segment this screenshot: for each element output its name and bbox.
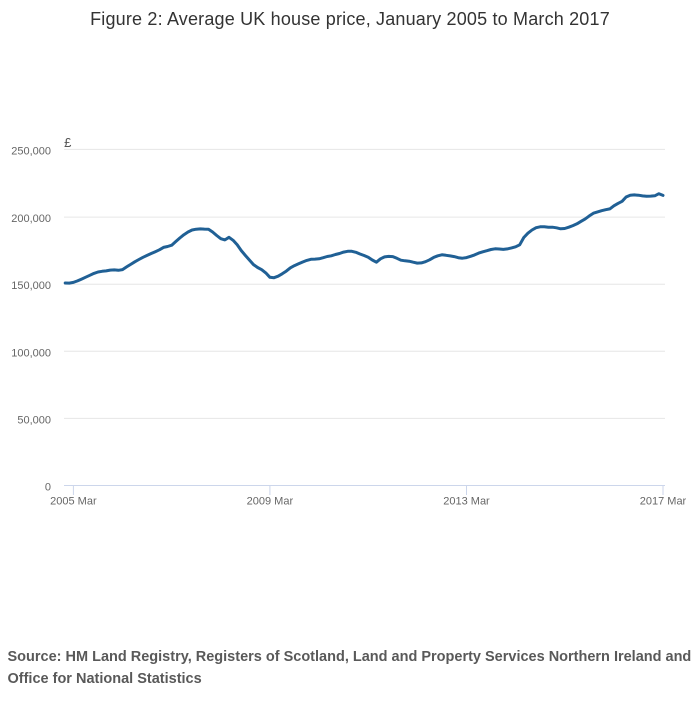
svg-text:50,000: 50,000 xyxy=(17,414,51,426)
svg-text:Office for National Statistics: Office for National Statistics xyxy=(8,671,202,687)
svg-text:150,000: 150,000 xyxy=(11,280,51,292)
svg-text:2005 Mar: 2005 Mar xyxy=(50,496,97,508)
svg-text:Figure 2: Average UK house pri: Figure 2: Average UK house price, Januar… xyxy=(90,9,610,29)
svg-text:250,000: 250,000 xyxy=(11,145,51,157)
svg-text:2009 Mar: 2009 Mar xyxy=(247,496,294,508)
svg-text:100,000: 100,000 xyxy=(11,347,51,359)
svg-text:2013 Mar: 2013 Mar xyxy=(443,496,490,508)
svg-text:200,000: 200,000 xyxy=(11,213,51,225)
svg-text:Source: HM Land Registry, Regi: Source: HM Land Registry, Registers of S… xyxy=(8,649,692,665)
svg-text:£: £ xyxy=(64,135,72,150)
svg-text:2017 Mar: 2017 Mar xyxy=(640,496,687,508)
svg-text:0: 0 xyxy=(45,482,51,494)
